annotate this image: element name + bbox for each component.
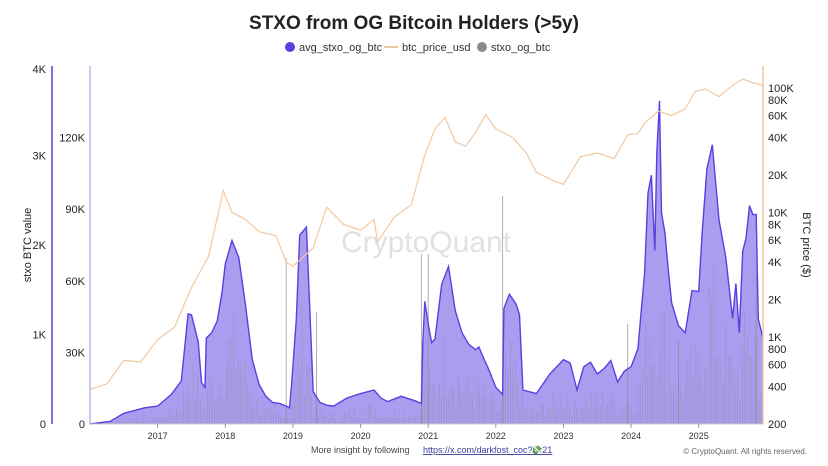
x-axis-ticks: 2017 2018 2019 2020 2021 2022 2023 2024 2025 [148,424,709,441]
line-avg-stxo [89,100,764,425]
y-tick-right: 800 [768,344,786,356]
copyright: © CryptoQuant. All rights reserved. [683,447,807,456]
footer-text: More insight by following [311,445,410,455]
y-tick-left-inner: 0 [79,419,85,431]
y-tick-right: 60K [768,111,788,123]
x-tick-label: 2019 [283,431,303,441]
y-tick-left-inner: 120K [59,133,85,145]
legend-item-stxo-og[interactable]: stxo_og_btc [477,42,551,54]
x-tick-label: 2018 [215,431,235,441]
x-tick-label: 2024 [621,431,641,441]
legend-marker-stxo-og [477,42,487,52]
y-tick-right: 80K [768,95,788,107]
y-tick-right: 4K [768,257,782,269]
y-tick-right: 2K [768,295,782,307]
legend-label-btc-price: btc_price_usd [402,42,471,54]
y-tick-left-outer: 1K [33,330,47,342]
y-tick-right: 40K [768,133,788,145]
y-tick-left-outer: 0 [40,419,46,431]
area-avg-stxo [90,100,763,425]
plot-area [89,78,764,425]
x-tick-label: 2023 [553,431,573,441]
y-tick-right: 6K [768,235,782,247]
x-tick-label: 2025 [689,431,709,441]
y-axis-right-label: BTC price ($) [800,212,812,277]
y-axis-left-inner-ticks: 0 30K 60K 90K 120K [59,133,85,431]
legend-marker-avg-stxo [285,42,295,52]
y-tick-right: 100K [768,83,794,95]
y-tick-right: 200 [768,419,786,431]
x-tick-label: 2020 [351,431,371,441]
legend: avg_stxo_og_btc btc_price_usd stxo_og_bt… [285,42,551,54]
legend-label-avg-stxo: avg_stxo_og_btc [299,42,383,54]
legend-item-btc-price[interactable]: btc_price_usd [384,42,471,54]
y-tick-left-outer: 3K [33,151,47,163]
y-axis-left-label: stxo BTC value [22,208,34,283]
y-tick-right: 10K [768,207,788,219]
y-tick-left-inner: 30K [65,347,85,359]
y-tick-left-inner: 60K [65,276,85,288]
chart-title: STXO from OG Bitcoin Holders (>5y) [249,13,579,34]
x-tick-label: 2021 [418,431,438,441]
y-tick-left-outer: 2K [33,240,47,252]
y-tick-right: 400 [768,382,786,394]
x-tick-label: 2022 [486,431,506,441]
x-tick-label: 2017 [148,431,168,441]
y-axis-left-outer-ticks: 0 1K 2K 3K 4K [33,64,47,431]
y-tick-right: 1K [768,332,782,344]
legend-item-avg-stxo[interactable]: avg_stxo_og_btc [285,42,383,54]
money-emoji-icon: 💸 [531,445,542,455]
footer: More insight by following https://x.com/… [311,445,552,455]
y-tick-right: 20K [768,170,788,182]
watermark: CryptoQuant [341,226,512,259]
y-tick-left-inner: 90K [65,204,85,216]
y-tick-right: 8K [768,220,782,232]
footer-link[interactable]: https://x.com/darkfost_coc?s=21 [423,445,552,455]
legend-label-stxo-og: stxo_og_btc [491,42,551,54]
y-tick-right: 600 [768,360,786,372]
y-tick-left-outer: 4K [33,64,47,76]
line-btc-price [89,78,764,390]
